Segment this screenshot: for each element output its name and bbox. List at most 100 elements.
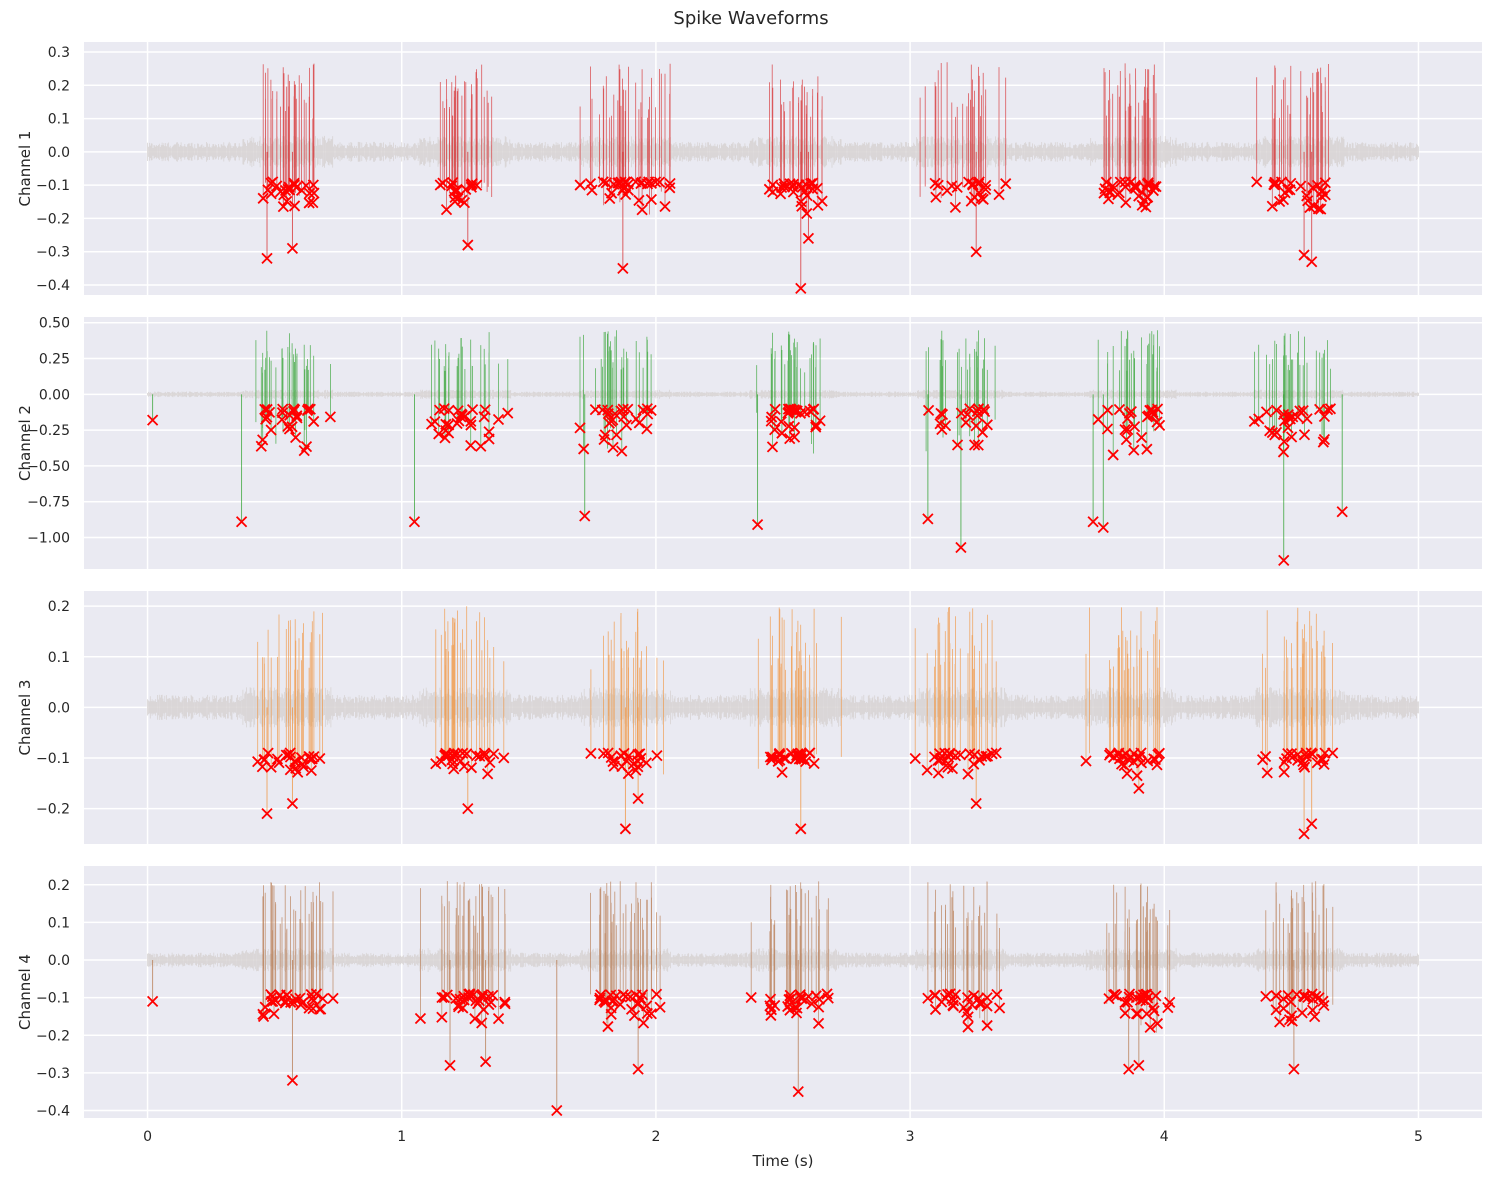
minimum-marker [259, 403, 271, 416]
minimum-marker [1153, 419, 1166, 431]
minimum-marker [499, 998, 511, 1010]
minimum-marker [469, 1013, 481, 1025]
minimum-marker [586, 184, 598, 196]
minimum-marker [811, 182, 824, 194]
minimum-marker [433, 428, 445, 440]
minimum-marker [284, 764, 296, 776]
spike-burst [579, 63, 671, 215]
minimum-marker [290, 993, 302, 1005]
minimum-marker [766, 751, 778, 763]
minimum-marker [280, 749, 292, 761]
channel-panel-3: −0.2 −0.1 0.0 0.1 0.2 Channel 3 [16, 591, 1482, 844]
minimum-marker [795, 823, 807, 835]
minimum-marker [1101, 423, 1114, 435]
minimum-marker [1162, 1001, 1174, 1014]
minimum-marker [977, 193, 989, 206]
minimum-marker [265, 424, 277, 436]
minimum-marker [303, 197, 315, 209]
minimum-marker [1122, 423, 1134, 436]
minimum-marker [1133, 1059, 1145, 1071]
minimum-marker [605, 1008, 617, 1020]
minimum-marker [1317, 753, 1329, 766]
minimum-marker [269, 995, 282, 1007]
minimum-marker [941, 184, 953, 197]
minimum-marker [256, 761, 268, 773]
minimum-marker [1318, 410, 1331, 423]
minimum-marker [1133, 751, 1146, 763]
minimum-marker [944, 748, 956, 760]
minimum-marker [805, 178, 817, 190]
spike-traces [262, 62, 1329, 289]
minimum-marker [930, 191, 942, 203]
minimum-marker [625, 1003, 638, 1015]
minimum-marker [980, 750, 992, 763]
minimum-marker [1148, 180, 1160, 193]
channel-panel-4: −0.4 −0.3 −0.2 −0.1 0.0 0.1 0.2 Channel 4 0 1 2 3 4 5 [16, 866, 1482, 1145]
minimum-marker [619, 823, 632, 835]
minimum-marker [1121, 767, 1133, 780]
minimum-marker [304, 753, 316, 765]
minimum-marker [619, 177, 632, 189]
minimum-marker [294, 992, 306, 1004]
minimum-marker [478, 747, 491, 759]
minimum-marker [980, 183, 992, 196]
minimum-marker [261, 252, 273, 265]
minimum-marker [778, 181, 791, 193]
minimum-marker [968, 749, 981, 761]
minimum-marker [804, 747, 816, 759]
minimum-marker [1315, 203, 1327, 215]
minimum-marker [795, 282, 807, 294]
spike-traces [257, 606, 1333, 834]
minimum-marker [782, 403, 795, 415]
minimum-marker [492, 1012, 505, 1025]
minimum-marker [1087, 516, 1099, 528]
minimum-marker [990, 747, 1002, 759]
minimum-marker [633, 194, 645, 207]
minimum-marker [1306, 256, 1318, 268]
minimum-marker [1139, 182, 1152, 194]
plot-background [84, 42, 1482, 295]
minimum-marker [1285, 996, 1297, 1008]
minimum-marker [778, 752, 790, 764]
y-tick-label: −0.4 [36, 1103, 70, 1119]
minimum-marker [1102, 404, 1114, 416]
minimum-marker [425, 418, 438, 430]
minimum-marker [444, 1059, 456, 1071]
minimum-marker [975, 997, 987, 1010]
minimum-marker [949, 201, 962, 213]
minimum-marker [1270, 989, 1282, 1002]
minimum-marker [436, 991, 448, 1004]
minimum-marker [645, 193, 658, 206]
minimum-marker [607, 755, 619, 768]
minimum-marker [802, 232, 815, 245]
minimum-marker [1301, 190, 1313, 202]
spike-burst [257, 611, 323, 773]
minimum-marker [650, 988, 663, 1000]
spike-burst [1106, 883, 1171, 1033]
minimum-marker [1283, 412, 1296, 424]
minimum-marker [642, 408, 654, 420]
y-tick-label: −0.1 [36, 751, 70, 767]
minimum-marker [801, 207, 813, 220]
y-tick-label: −0.50 [27, 459, 70, 475]
minimum-marker [487, 989, 499, 1001]
minimum-marker [1296, 1007, 1308, 1019]
minimum-marker [610, 429, 623, 441]
minimum-marker [442, 427, 455, 439]
minimum-marker [1119, 423, 1131, 436]
minimum-marker [1286, 1015, 1298, 1027]
minimum-marker [288, 200, 301, 212]
minimum-marker [1000, 178, 1012, 190]
y-tick-label: 0.25 [39, 352, 70, 368]
minimum-marker [291, 412, 303, 424]
minimum-marker [447, 176, 459, 189]
minimum-marker [551, 1104, 563, 1117]
minimum-marker [1123, 988, 1136, 1000]
minimum-marker [766, 441, 779, 453]
minimum-marker [796, 993, 808, 1005]
minimum-marker [305, 988, 317, 1001]
minimum-marker [271, 753, 284, 765]
minimum-marker [981, 1019, 993, 1032]
minimum-marker [574, 422, 586, 434]
minimum-marker [929, 1003, 942, 1016]
